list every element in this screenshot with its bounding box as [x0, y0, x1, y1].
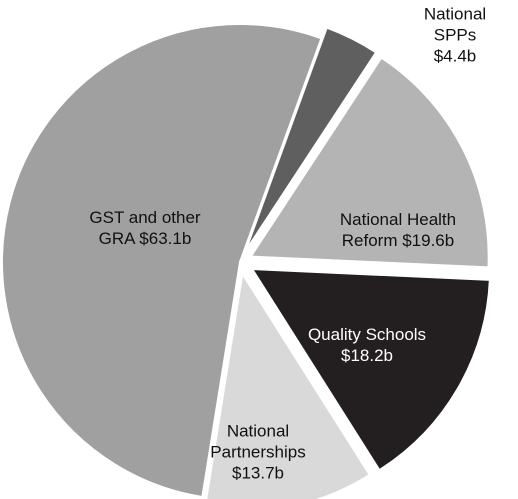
pie-slice	[205, 270, 372, 499]
slice-label: National Health Reform $19.6b	[339, 210, 457, 250]
pie-slice	[248, 56, 490, 269]
slice-label: Quality Schools $18.2b	[307, 325, 427, 365]
slice-label: National Partnerships $13.7b	[210, 421, 306, 483]
pie-slice	[1, 23, 323, 499]
pie-slice	[250, 267, 491, 472]
pie-slice	[244, 26, 378, 252]
slice-label: National SPPs $4.4b	[423, 4, 487, 66]
slice-label: GST and other GRA $63.1b	[89, 208, 201, 248]
